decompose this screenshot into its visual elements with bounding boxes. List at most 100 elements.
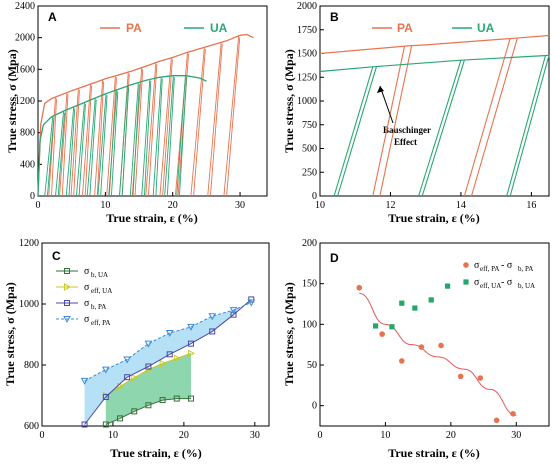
panel-c-sigma-b-pa-point — [81, 421, 88, 428]
panel-b-ytick-label: 1250 — [297, 72, 317, 83]
panel-b-annotation-arrow — [379, 85, 394, 124]
panel-a-ua-unload-line — [176, 75, 186, 197]
panel-c-sigma-eff-pa-point — [80, 377, 89, 385]
panel-d-ua-point — [389, 324, 395, 330]
panel-b-ua-loop-line — [506, 55, 547, 197]
panel-a-ua-unload-line — [119, 86, 129, 197]
panel-d-pa-point — [510, 411, 516, 417]
panel-d-xtick-label: 30 — [511, 430, 521, 441]
panel-b-ytick-label: 1750 — [297, 25, 317, 36]
panel-c-sigma-b-ua-point — [159, 397, 166, 404]
panel-d-legend-label: σ — [474, 277, 480, 288]
panel-a-pa-reload-line — [134, 69, 144, 197]
panel-b-ytick-label: 250 — [302, 167, 317, 178]
panel-b-ua-envelope — [319, 54, 550, 73]
panel-c-sigma-eff-pa-line — [84, 302, 252, 382]
panel-a-ua-reload-line — [132, 84, 140, 197]
panel-c-ytick-label: 1000 — [19, 299, 39, 310]
panel-d-ytick-label: 200 — [302, 238, 317, 249]
panel-a-ua-unload-line — [44, 116, 54, 197]
panel-d-legend-sub2: b, PA — [518, 265, 533, 273]
panel-a-ua-reload-line — [121, 87, 130, 197]
panel-d-ytick-label: 100 — [302, 319, 317, 330]
panel-a-ua-reload-line — [78, 104, 86, 197]
panel-a-ua-unload-line — [55, 111, 65, 197]
panel-d-legend-sub1: eff, PA — [480, 265, 499, 273]
panel-b-ua-loop-line — [337, 66, 377, 197]
panel-a-pa-unload-line — [70, 88, 79, 197]
panel-b-legend-pa: PA — [397, 21, 413, 35]
panel-a-xtick-label: 10 — [100, 200, 110, 211]
panel-a-pa-unload-line — [106, 75, 116, 197]
panel-a-ua-unload-line — [86, 97, 96, 197]
panel-a-ua-envelope — [37, 75, 207, 197]
panel-c-sigma-eff-pa-point — [208, 313, 217, 321]
panel-c-plot: 0 10 20 30 600 800 1000 1200 — [19, 238, 260, 441]
panel-a-ua-unload-line — [152, 76, 162, 197]
panel-c-legend-sub: eff, UA — [91, 287, 112, 295]
panel-a-ytick-label: 2400 — [15, 1, 35, 12]
panel-a-pa-unload-line — [174, 52, 188, 197]
panel-c-sigma-eff-ua-point — [145, 365, 153, 374]
panel-a-xtick-label: 30 — [235, 200, 245, 211]
panel-a-ua-reload-line — [143, 81, 152, 197]
panel-a-pa-unload-line — [94, 79, 104, 197]
panel-a-xtick-label: 0 — [36, 200, 41, 211]
panel-d-xlabel: True strain, ε (%) — [388, 446, 480, 460]
panel-b-pa-loop-line — [470, 38, 518, 197]
panel-c-sigma-eff-pa-point — [247, 299, 256, 307]
panel-c-xtick-label: 20 — [179, 430, 189, 441]
panel-d-xtick-label: 20 — [446, 430, 456, 441]
panel-c-sigma-b-pa-point — [209, 328, 216, 335]
panel-b: B PA UA Bauschinger Effect True strain, … — [282, 1, 550, 225]
panel-d-legend-marker — [463, 262, 469, 268]
panel-c-letter: C — [52, 249, 61, 263]
panel-c-sigma-b-ua-point — [145, 402, 152, 409]
panel-a-pa-unload-line — [207, 42, 222, 197]
panel-b-annotation-line1: Bauschinger — [383, 125, 431, 135]
panel-c-sigma-b-pa-point — [145, 363, 152, 370]
panel-a-ua-reload-line — [57, 112, 66, 197]
panel-b-ylabel: True stress, σ (Mpa) — [282, 49, 296, 152]
panel-a-pa-unload-line — [82, 84, 91, 197]
panel-d-frame — [319, 242, 550, 427]
panel-d-legend: σ eff, PA - σ b, PAσ eff, UA - σ b, UA — [463, 260, 535, 290]
panel-a-pa-reload-line — [84, 85, 92, 197]
panel-a-ytick-label: 1200 — [15, 96, 35, 107]
panel-a-ylabel: True stress, σ (Mpa) — [5, 49, 19, 152]
panel-a-pa-reload-line — [162, 59, 173, 197]
panel-b-xtick-label: 10 — [315, 200, 325, 211]
panel-a-pa-reload-line — [96, 81, 105, 197]
panel-a-ua-unload-line — [65, 106, 75, 197]
panel-d-legend-label: σ — [474, 260, 480, 271]
panel-c-sigma-eff-pa-point — [123, 356, 131, 364]
panel-c-sigma-eff-pa-point — [229, 307, 238, 315]
panel-b-xtick-label: 16 — [526, 200, 536, 211]
panel-b-xtick-label: 12 — [385, 200, 395, 211]
panel-c-legend-label: σ — [84, 298, 90, 309]
panel-c-sigma-b-ua-point — [173, 395, 180, 402]
panel-d-ua-point — [412, 305, 418, 311]
panel-d-legend-sub2: b, UA — [518, 282, 535, 290]
panel-d-plot: 0 10 20 30 0 50 100 150 200 — [302, 238, 521, 441]
panel-d-ua-point — [428, 297, 434, 303]
panel-a-legend-pa: PA — [126, 21, 142, 35]
panel-a-ytick-label: 1600 — [15, 64, 35, 75]
panel-a-pa-reload-line — [148, 64, 158, 197]
panel-b-ytick-label: 0 — [312, 191, 317, 202]
panel-c-sigma-b-ua-point — [187, 395, 194, 402]
panel-c-legend-label: σ — [84, 314, 90, 325]
panel-a-ua-unload-line — [97, 93, 107, 197]
panel-a-ua-unload-line — [141, 79, 151, 197]
panel-d-pa-point — [493, 417, 500, 424]
panel-a-letter: A — [48, 10, 57, 24]
panel-d-xtick-label: 0 — [318, 430, 323, 441]
panel-c-sigma-eff-pa-point — [102, 366, 110, 374]
panel-d-ua-point — [444, 283, 451, 289]
panel-a-ua-unload-line — [75, 102, 85, 197]
panel-a-ua-reload-line — [68, 108, 76, 197]
panel-b-annotation-line2: Effect — [394, 137, 417, 147]
panel-d-ytick-label: 50 — [307, 360, 317, 371]
panel-c-legend-marker — [64, 300, 70, 306]
